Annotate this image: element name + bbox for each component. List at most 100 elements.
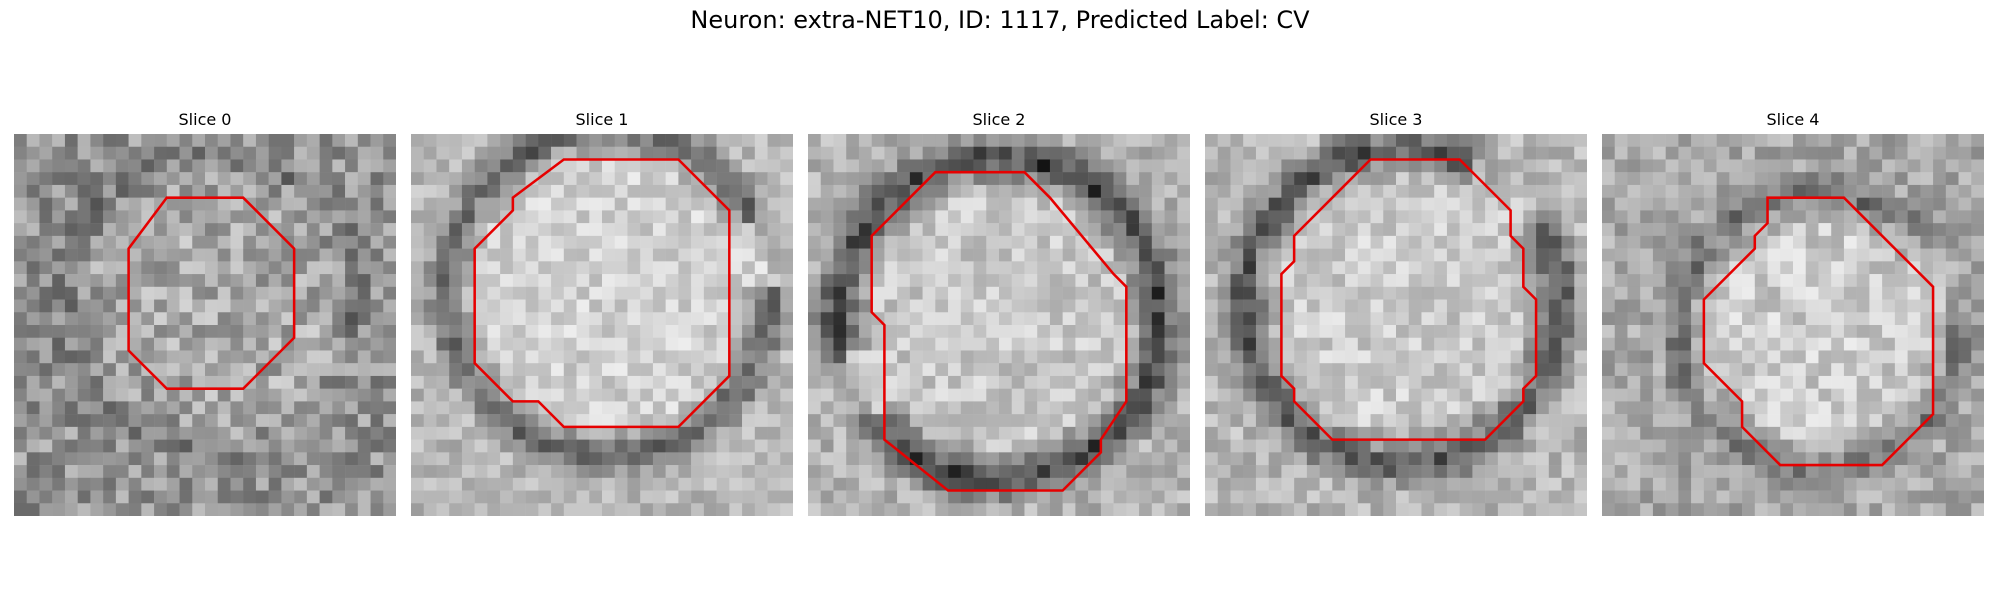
pixel (474, 197, 488, 211)
pixel (1945, 465, 1959, 479)
pixel (1614, 490, 1628, 504)
pixel (703, 477, 717, 491)
pixel (1907, 223, 1921, 237)
pixel (1894, 197, 1908, 211)
pixel (716, 490, 730, 504)
pixel (217, 197, 231, 211)
pixel (1100, 375, 1114, 389)
pixel (678, 325, 692, 338)
pixel (52, 325, 66, 338)
pixel (1510, 210, 1524, 224)
pixel (1945, 299, 1959, 313)
pixel (205, 248, 218, 262)
pixel (1818, 477, 1832, 491)
pixel (1882, 363, 1896, 377)
pixel (1421, 465, 1435, 479)
pixel (1665, 223, 1679, 237)
pixel (1843, 286, 1857, 300)
pixel (243, 159, 257, 173)
pixel (538, 159, 552, 173)
pixel (1151, 363, 1165, 377)
pixel (640, 439, 654, 453)
pixel (1446, 172, 1460, 186)
pixel (1754, 210, 1768, 224)
pixel (26, 388, 40, 402)
pixel (1523, 197, 1537, 211)
pixel (383, 184, 396, 198)
pixel (716, 325, 730, 338)
pixel (474, 414, 488, 428)
pixel (217, 490, 231, 504)
pixel (474, 439, 488, 453)
pixel (767, 286, 781, 300)
pixel (1370, 337, 1384, 351)
pixel (26, 401, 40, 415)
pixel (948, 197, 962, 211)
pixel (449, 452, 463, 466)
pixel (525, 286, 539, 300)
pixel (1742, 452, 1756, 466)
pixel (268, 172, 282, 186)
pixel (1754, 414, 1768, 428)
pixel (935, 159, 949, 173)
pixel (461, 363, 475, 377)
pixel (1126, 248, 1140, 262)
pixel (1920, 363, 1934, 377)
pixel (1024, 184, 1038, 198)
pixel (192, 490, 206, 504)
pixel (1011, 223, 1025, 237)
pixel (767, 184, 781, 198)
pixel (1151, 477, 1165, 491)
pixel (1472, 197, 1486, 211)
pixel (871, 184, 885, 198)
pixel (1306, 286, 1320, 300)
pixel (551, 426, 565, 440)
pixel (884, 235, 898, 249)
pixel (1716, 172, 1730, 186)
pixel (1126, 439, 1140, 453)
pixel (1243, 503, 1257, 516)
pixel (1882, 426, 1896, 440)
pixel (1088, 439, 1102, 453)
pixel (986, 197, 1000, 211)
pixel (1459, 465, 1473, 479)
pixel (1294, 477, 1308, 491)
pixel (948, 426, 962, 440)
pixel (960, 503, 974, 516)
pixel (1434, 159, 1448, 173)
pixel (1049, 210, 1063, 224)
pixel (1818, 426, 1832, 440)
pixel (1255, 439, 1269, 453)
pixel (166, 337, 180, 351)
pixel (39, 172, 53, 186)
pixel (1561, 401, 1575, 415)
pixel (166, 414, 180, 428)
pixel (255, 375, 269, 389)
pixel (703, 159, 717, 173)
pixel (294, 388, 308, 402)
pixel (1793, 325, 1806, 338)
pixel (52, 452, 66, 466)
pixel (1818, 325, 1832, 338)
pixel (39, 274, 53, 288)
pixel (1510, 439, 1524, 453)
pixel (179, 312, 193, 326)
pixel (1933, 414, 1947, 428)
pixel (357, 337, 371, 351)
pixel (1805, 134, 1819, 147)
pixel (846, 172, 860, 186)
pixel (90, 197, 104, 211)
pixel (1177, 439, 1190, 453)
pixel (1049, 375, 1063, 389)
pixel (1831, 210, 1845, 224)
pixel (767, 350, 781, 364)
pixel (1139, 375, 1153, 389)
pixel (960, 490, 974, 504)
pixel (1164, 490, 1178, 504)
pixel (1281, 414, 1295, 428)
pixel (1907, 490, 1921, 504)
pixel (179, 223, 193, 237)
pixel (1548, 184, 1562, 198)
pixel (1818, 401, 1832, 415)
pixel (243, 134, 257, 147)
